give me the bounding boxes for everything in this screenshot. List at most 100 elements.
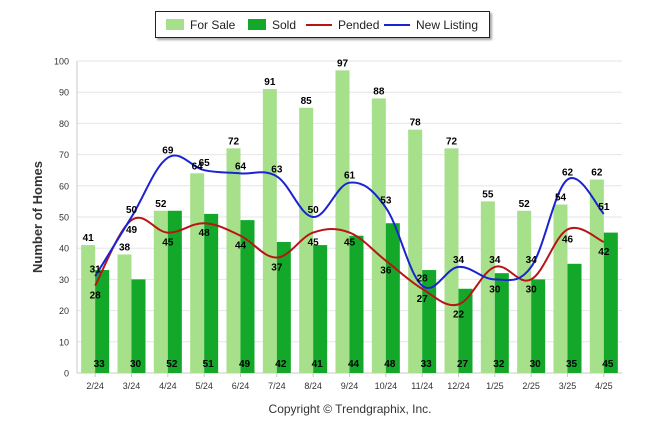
data-label-new-listing: 28 <box>417 274 429 285</box>
data-label-pended: 36 <box>380 266 392 277</box>
data-label-pended: 22 <box>453 309 465 320</box>
data-label-pended: 44 <box>235 241 247 252</box>
data-label-pended: 46 <box>562 234 574 245</box>
legend: For Sale Sold Pended New Listing <box>155 11 490 38</box>
legend-item-sold[interactable]: Sold <box>248 12 296 37</box>
y-tick-label: 90 <box>59 88 69 98</box>
data-label-pended: 48 <box>199 228 211 239</box>
bar-for-sale <box>81 245 96 373</box>
data-label-sold: 49 <box>239 359 251 370</box>
bar-sold <box>240 220 255 373</box>
bar-sold <box>167 210 182 373</box>
bar-for-sale <box>480 201 495 373</box>
data-label-new-listing: 62 <box>562 168 574 179</box>
x-tick-label: 1/25 <box>486 381 504 391</box>
data-label-sold: 27 <box>457 359 469 370</box>
x-tick-label: 10/24 <box>375 381 398 391</box>
legend-label: New Listing <box>416 17 479 32</box>
data-label-sold: 48 <box>384 359 396 370</box>
x-tick-label: 2/24 <box>86 381 104 391</box>
legend-swatch <box>248 19 266 30</box>
y-tick-label: 10 <box>59 337 69 347</box>
x-tick-label: 2/25 <box>522 381 540 391</box>
data-label-for-sale: 78 <box>410 118 422 129</box>
y-tick-label: 70 <box>59 150 69 160</box>
x-tick-label: 8/24 <box>304 381 322 391</box>
data-label-for-sale: 38 <box>119 242 131 253</box>
data-label-pended: 45 <box>308 238 320 249</box>
data-label-new-listing: 64 <box>235 161 247 172</box>
legend-item-for-sale[interactable]: For Sale <box>166 12 235 37</box>
data-label-for-sale: 62 <box>591 168 603 179</box>
data-label-pended: 45 <box>344 238 356 249</box>
data-label-sold: 42 <box>275 359 287 370</box>
bar-sold <box>131 279 146 373</box>
data-label-for-sale: 85 <box>301 96 313 107</box>
bar-for-sale <box>335 70 350 374</box>
legend-label: Pended <box>338 17 380 32</box>
bar-sold <box>95 270 110 373</box>
bar-for-sale <box>553 204 568 373</box>
legend-swatch <box>306 23 332 26</box>
data-label-sold: 41 <box>312 359 324 370</box>
x-tick-label: 5/24 <box>195 381 213 391</box>
data-label-for-sale: 88 <box>373 86 385 97</box>
bar-sold <box>458 288 473 373</box>
bar-for-sale <box>190 173 205 373</box>
data-label-for-sale: 54 <box>555 193 567 204</box>
x-tick-label: 3/25 <box>559 381 577 391</box>
data-label-for-sale: 64 <box>192 161 204 172</box>
data-label-sold: 33 <box>94 359 106 370</box>
y-axis-title: Number of Homes <box>30 161 45 273</box>
y-tick-label: 100 <box>54 57 69 67</box>
data-label-for-sale: 52 <box>155 199 167 210</box>
data-label-pended: 28 <box>90 291 102 302</box>
bar-for-sale <box>262 89 277 373</box>
y-tick-label: 20 <box>59 306 69 316</box>
data-label-sold: 45 <box>602 359 614 370</box>
data-label-pended: 27 <box>417 294 429 305</box>
data-label-for-sale: 41 <box>83 233 95 244</box>
legend-item-new-listing[interactable]: New Listing <box>384 12 478 37</box>
data-label-pended: 37 <box>271 263 283 274</box>
data-label-pended: 34 <box>489 255 501 266</box>
y-tick-label: 60 <box>59 181 69 191</box>
line-pended <box>94 216 605 307</box>
x-tick-label: 4/24 <box>159 381 177 391</box>
bar-for-sale <box>117 254 132 373</box>
y-tick-label: 80 <box>59 119 69 129</box>
data-label-sold: 52 <box>166 359 178 370</box>
data-label-pended: 42 <box>598 247 610 258</box>
bar-for-sale <box>408 129 423 373</box>
bar-sold <box>567 263 582 373</box>
bar-for-sale <box>153 210 168 373</box>
data-label-pended: 45 <box>162 238 174 249</box>
bar-sold <box>385 223 400 373</box>
x-tick-label: 12/24 <box>447 381 470 391</box>
x-tick-label: 9/24 <box>341 381 359 391</box>
data-label-sold: 30 <box>130 359 142 370</box>
legend-item-pended[interactable]: Pended <box>306 12 379 37</box>
data-label-pended: 30 <box>526 284 538 295</box>
bar-sold <box>494 273 509 373</box>
x-tick-label: 3/24 <box>123 381 141 391</box>
bar-for-sale <box>589 179 604 373</box>
data-label-new-listing: 50 <box>308 205 320 216</box>
data-label-new-listing: 50 <box>126 205 138 216</box>
data-label-for-sale: 72 <box>446 136 458 147</box>
data-label-for-sale: 72 <box>228 136 240 147</box>
data-label-sold: 35 <box>566 359 578 370</box>
data-label-for-sale: 91 <box>264 77 276 88</box>
x-tick-label: 11/24 <box>411 381 433 391</box>
bar-for-sale <box>371 98 386 373</box>
data-label-sold: 44 <box>348 359 360 370</box>
x-tick-label: 4/25 <box>595 381 613 391</box>
data-label-new-listing: 61 <box>344 171 356 182</box>
x-tick-label: 6/24 <box>232 381 250 391</box>
bar-for-sale <box>517 210 532 373</box>
data-label-sold: 51 <box>203 359 215 370</box>
bar-for-sale <box>299 107 314 374</box>
data-label-sold: 33 <box>421 359 433 370</box>
legend-label: Sold <box>272 17 297 32</box>
